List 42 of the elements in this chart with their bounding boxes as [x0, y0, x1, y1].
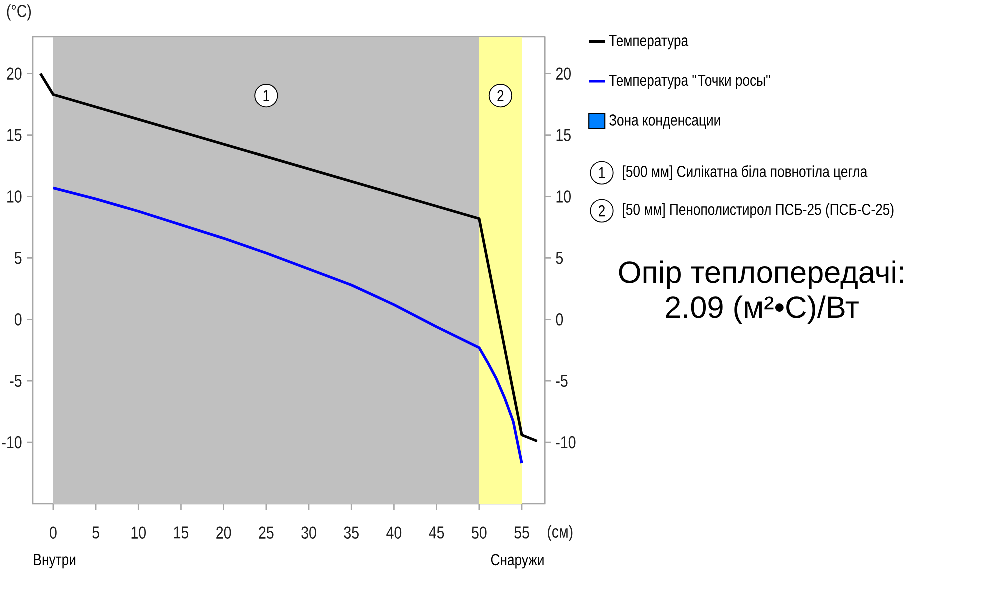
x-tick-label: 55 [514, 526, 530, 539]
legend-label: Зона конденсации [610, 114, 720, 129]
x-tick-label: 40 [386, 526, 402, 539]
x-tick-label: 50 [472, 526, 487, 539]
y-tick-label: 5 [14, 252, 22, 264]
line-series [39, 72, 539, 443]
x-tick-label: 25 [259, 526, 274, 539]
text: 2.09 (м²•С)/Вт [666, 296, 859, 324]
text: Опір теплопередачі: [619, 260, 904, 290]
y-tick-label: 15 [8, 129, 22, 142]
y-tick-label: 20 [7, 68, 22, 80]
y-axis-title: (°C) [7, 4, 31, 21]
text: Внутри [34, 554, 76, 569]
x-axis-title: (см) [548, 525, 573, 542]
x-tick-label: 35 [344, 526, 359, 539]
x-tick-label: 20 [216, 526, 232, 539]
y-tick-label: 10 [8, 190, 22, 203]
y2-tick-label: -10 [556, 436, 576, 449]
x-tick-label: 15 [174, 526, 189, 539]
x-tick-label: 0 [50, 526, 57, 539]
y2-tick-label: 0 [556, 314, 564, 326]
x-tick-label: 30 [302, 526, 316, 539]
y2-tick-label: 15 [556, 129, 571, 142]
text: [50 мм] Пенополистирол ПСБ-25 (ПСБ-С-25) [623, 204, 894, 218]
text: Снаружи [491, 554, 544, 569]
y2-tick-label: 5 [556, 252, 564, 264]
x-tick-label: 10 [132, 526, 146, 539]
legend-label: Температура [609, 35, 689, 50]
legend-label: Температура "Точки росы" [609, 74, 770, 90]
y-tick-label: 0 [14, 314, 22, 326]
y2-tick-label: 20 [556, 68, 571, 80]
y2-tick-label: 10 [556, 190, 571, 203]
x-tick-label: 5 [92, 526, 100, 539]
x-tick-label: 45 [429, 526, 444, 539]
text: [500 мм] Силікатна біла повнотіла цегла [623, 165, 868, 181]
y-tick-label: -10 [2, 436, 22, 449]
text: 1 [599, 168, 606, 178]
band-label: 1 [264, 90, 270, 102]
band-label: 2 [498, 90, 504, 102]
text: 2 [599, 205, 605, 217]
y-tick-label: -5 [10, 375, 22, 388]
y2-tick-label: -5 [556, 375, 568, 388]
